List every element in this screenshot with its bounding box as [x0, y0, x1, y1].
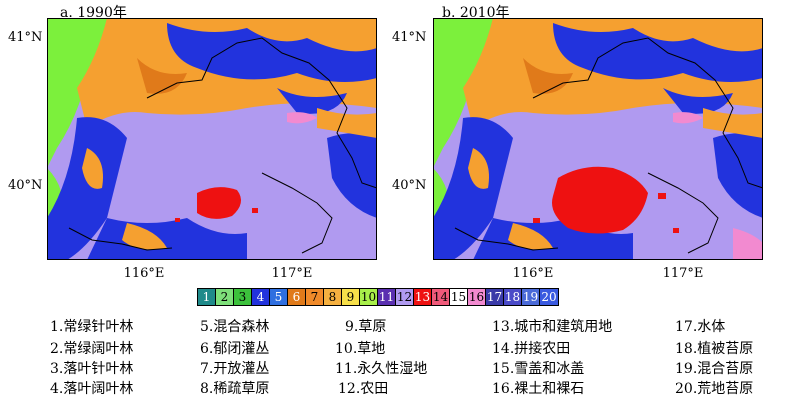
colorbar: 1 2 3 4 5 6 7 8 9 10 11 12 13 14 15 16 17 18 19 20 — [197, 288, 559, 306]
panel-b-lat-40: 40°N — [392, 178, 427, 193]
legend-item: 18.植被苔原 — [675, 341, 754, 357]
colorbar-cell-1: 1 — [198, 289, 216, 305]
panel-a-lat-41: 41°N — [8, 30, 43, 45]
legend-item: 3.落叶针叶林 — [50, 361, 134, 377]
legend-item: 19.混合苔原 — [675, 361, 754, 377]
legend-item: 10.草地 — [335, 341, 386, 357]
colorbar-cell-7: 7 — [306, 289, 324, 305]
panel-a-lon-116: 116°E — [123, 266, 165, 281]
panel-b-frame — [433, 18, 763, 260]
legend-item: 9.草原 — [345, 319, 387, 335]
colorbar-cell-3: 3 — [234, 289, 252, 305]
panel-b-lon-117: 117°E — [662, 266, 704, 281]
panel-a-boundaries — [68, 37, 377, 254]
legend-item: 16.裸土和裸石 — [492, 381, 585, 397]
colorbar-cell-12: 12 — [396, 289, 414, 305]
colorbar-cell-18: 18 — [504, 289, 522, 305]
colorbar-cell-11: 11 — [378, 289, 396, 305]
legend-item: 17.水体 — [675, 319, 726, 335]
legend-item: 15.雪盖和冰盖 — [492, 361, 585, 377]
panel-a-map — [47, 18, 377, 260]
panel-b-map — [433, 18, 763, 260]
colorbar-cell-9: 9 — [342, 289, 360, 305]
colorbar-cell-14: 14 — [432, 289, 450, 305]
legend-item: 7.开放灌丛 — [200, 361, 270, 377]
colorbar-cell-15: 15 — [450, 289, 468, 305]
legend-item: 4.落叶阔叶林 — [50, 381, 134, 397]
panel-b-lat-41: 41°N — [392, 30, 427, 45]
panel-b-landcover — [433, 18, 763, 260]
panel-b-lon-116: 116°E — [512, 266, 554, 281]
colorbar-cell-2: 2 — [216, 289, 234, 305]
panel-b-boundaries — [454, 37, 763, 254]
panel-a-landcover — [47, 18, 377, 260]
panel-b-title: b. 2010年 — [442, 5, 510, 21]
colorbar-cell-5: 5 — [270, 289, 288, 305]
legend-item: 13.城市和建筑用地 — [492, 319, 613, 335]
colorbar-cell-13: 13 — [414, 289, 432, 305]
colorbar-cell-8: 8 — [324, 289, 342, 305]
legend-item: 8.稀疏草原 — [200, 381, 270, 397]
colorbar-cell-20: 20 — [540, 289, 558, 305]
legend-item: 11.永久性湿地 — [335, 361, 428, 377]
panel-a-title: a. 1990年 — [60, 5, 127, 21]
legend-item: 2.常绿阔叶林 — [50, 341, 134, 357]
legend-item: 1.常绿针叶林 — [50, 319, 134, 335]
colorbar-cell-10: 10 — [360, 289, 378, 305]
panel-a-frame — [47, 18, 377, 260]
colorbar-cell-17: 17 — [486, 289, 504, 305]
legend-item: 5.混合森林 — [200, 319, 270, 335]
legend-item: 12.农田 — [338, 381, 389, 397]
colorbar-cell-16: 16 — [468, 289, 486, 305]
legend-item: 20.荒地苔原 — [675, 381, 754, 397]
legend-item: 6.郁闭灌丛 — [200, 341, 270, 357]
colorbar-cell-4: 4 — [252, 289, 270, 305]
legend-item: 14.拼接农田 — [492, 341, 571, 357]
panel-a-lon-117: 117°E — [271, 266, 313, 281]
panel-a-lat-40: 40°N — [8, 178, 43, 193]
colorbar-cell-19: 19 — [522, 289, 540, 305]
colorbar-cell-6: 6 — [288, 289, 306, 305]
